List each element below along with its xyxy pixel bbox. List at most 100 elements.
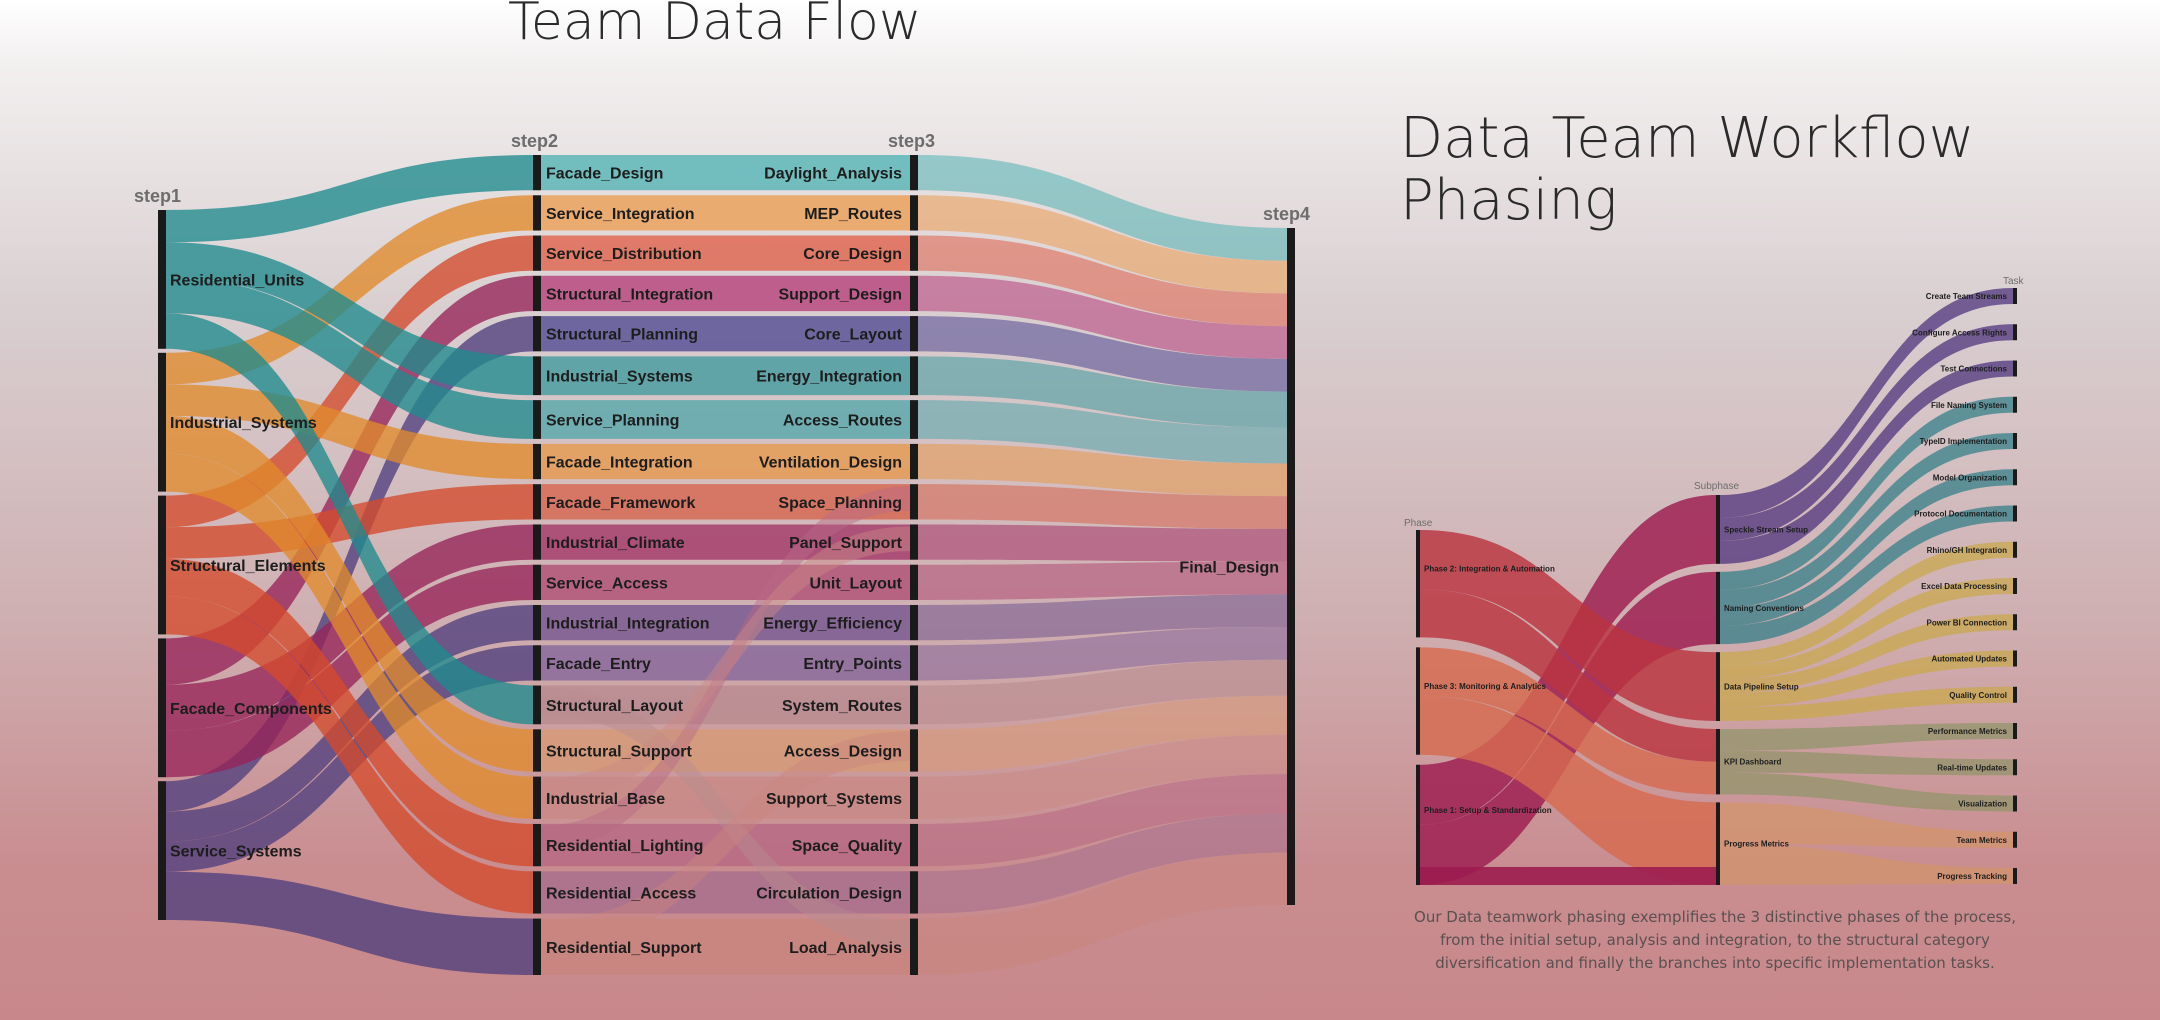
flow-labels: step1 step2 step3 step4 Residential_Units Ind…	[134, 131, 1310, 957]
subphase-task-link	[1720, 360, 2013, 564]
task-node	[2013, 360, 2017, 377]
flow-link-step2-step3	[541, 484, 910, 520]
step4-label: Final_Design	[1179, 560, 1279, 577]
flow-link-step1-step2	[166, 316, 533, 812]
step1-label: Service_Systems	[170, 844, 302, 861]
subphase-task-link	[1720, 843, 2013, 885]
task-node	[2013, 759, 2017, 776]
subphase-task-link	[1720, 288, 2013, 518]
step3-node	[910, 564, 918, 600]
subphase-task-link	[1720, 396, 2013, 590]
subphase-node	[1716, 495, 1720, 564]
flow-link-step1-step2	[166, 155, 533, 243]
subphase-task-link	[1720, 772, 2013, 812]
flow-link-step2-step3	[541, 524, 910, 560]
step2-node	[533, 729, 541, 772]
step1-node	[158, 352, 166, 492]
step2-label: Industrial_Integration	[546, 616, 710, 633]
task-node	[2013, 505, 2017, 522]
step2-label: Facade_Framework	[546, 495, 696, 512]
flow-link-step3-step4	[918, 443, 1287, 497]
step4-node	[1287, 228, 1295, 905]
flow-link-step3-step4	[918, 316, 1287, 392]
subphase-label: Data Pipeline Setup	[1724, 683, 1799, 692]
step3-label: Panel_Support	[789, 535, 903, 552]
subphase-node	[1716, 728, 1720, 795]
flow-link-step2-step3	[541, 486, 910, 851]
task-node	[2013, 288, 2017, 304]
flow-link-step2-step3	[541, 685, 910, 725]
phasing-links	[1420, 288, 2013, 885]
task-label: Protocol Documentation	[1914, 510, 2007, 519]
step2-label: Facade_Design	[546, 166, 663, 183]
subphase-task-link	[1720, 723, 2013, 751]
subphase-label: Progress Metrics	[1724, 840, 1789, 849]
flow-link-step2-step3	[541, 776, 910, 819]
step2-node	[533, 155, 541, 191]
step1-label: Residential_Units	[170, 272, 304, 289]
subphase-task-link	[1720, 505, 2013, 645]
flow-link-step1-step2	[166, 384, 533, 480]
step3-label: Unit_Layout	[810, 575, 903, 592]
step3-node	[910, 155, 918, 191]
task-node	[2013, 396, 2017, 413]
subphase-label: Naming Conventions	[1724, 604, 1805, 613]
flow-link-step3-step4	[918, 524, 1287, 562]
flow-link-step1-step2	[166, 453, 533, 819]
flow-link-step2-step3	[541, 356, 910, 396]
step3-label: System_Routes	[782, 698, 902, 715]
flow-link-step1-step2	[166, 871, 533, 975]
step2-label: Service_Integration	[546, 206, 695, 223]
task-label: Real-time Updates	[1937, 763, 2007, 772]
step2-node	[533, 195, 541, 231]
subphase-task-link	[1720, 433, 2013, 608]
step-heading: step1	[134, 186, 181, 206]
step2-node	[533, 564, 541, 600]
subphase-node	[1716, 802, 1720, 885]
step3-label: Support_Systems	[766, 791, 902, 808]
flow-link-step2-step3	[541, 731, 910, 951]
task-label: Excel Data Processing	[1921, 582, 2007, 591]
flow-link-step1-step2	[166, 275, 533, 685]
step3-node	[910, 871, 918, 914]
subphase-task-link	[1720, 614, 2013, 694]
phase-subphase-link	[1420, 589, 1716, 762]
step2-node	[533, 275, 541, 312]
step3-label: Load_Analysis	[789, 940, 902, 957]
flow-link-step2-step3	[541, 316, 910, 352]
step1-label: Structural_Elements	[170, 558, 326, 575]
flow-link-step3-step4	[918, 155, 1287, 261]
step2-node	[533, 776, 541, 819]
step3-node	[910, 685, 918, 725]
flow-link-step2-step3	[541, 604, 910, 641]
step3-label: Circulation_Design	[756, 885, 902, 902]
phase-node	[1416, 764, 1420, 885]
flow-link-step1-step2	[166, 596, 533, 914]
task-label: Quality Control	[1949, 691, 2007, 700]
step2-label: Facade_Entry	[546, 656, 651, 673]
step3-node	[910, 484, 918, 520]
step2-label: Structural_Support	[546, 743, 692, 760]
step3-node	[910, 645, 918, 681]
step3-label: MEP_Routes	[804, 206, 902, 223]
flow-link-step2-step3	[541, 195, 910, 231]
step2-label: Industrial_Climate	[546, 535, 685, 552]
step1-node	[158, 495, 166, 635]
flow-link-step3-step4	[918, 774, 1287, 867]
task-label: Rhino/GH Integration	[1927, 546, 2008, 555]
step2-label: Structural_Layout	[546, 698, 684, 715]
subphase-label: Speckle Stream Setup	[1724, 525, 1808, 534]
step3-node	[910, 195, 918, 231]
step3-label: Ventilation_Design	[759, 455, 902, 472]
step2-node	[533, 443, 541, 480]
task-label: TypeID Implementation	[1920, 437, 2008, 446]
phase-subphase-link	[1420, 695, 1716, 885]
flow-link-step3-step4	[918, 235, 1287, 327]
flow-link-step3-step4	[918, 594, 1287, 641]
phase-subphase-link	[1420, 867, 1716, 885]
flow-link-step2-step3	[541, 729, 910, 772]
step3-label: Access_Routes	[783, 413, 902, 430]
flow-link-step2-step3	[541, 918, 910, 975]
step1-label: Industrial_Systems	[170, 415, 317, 432]
